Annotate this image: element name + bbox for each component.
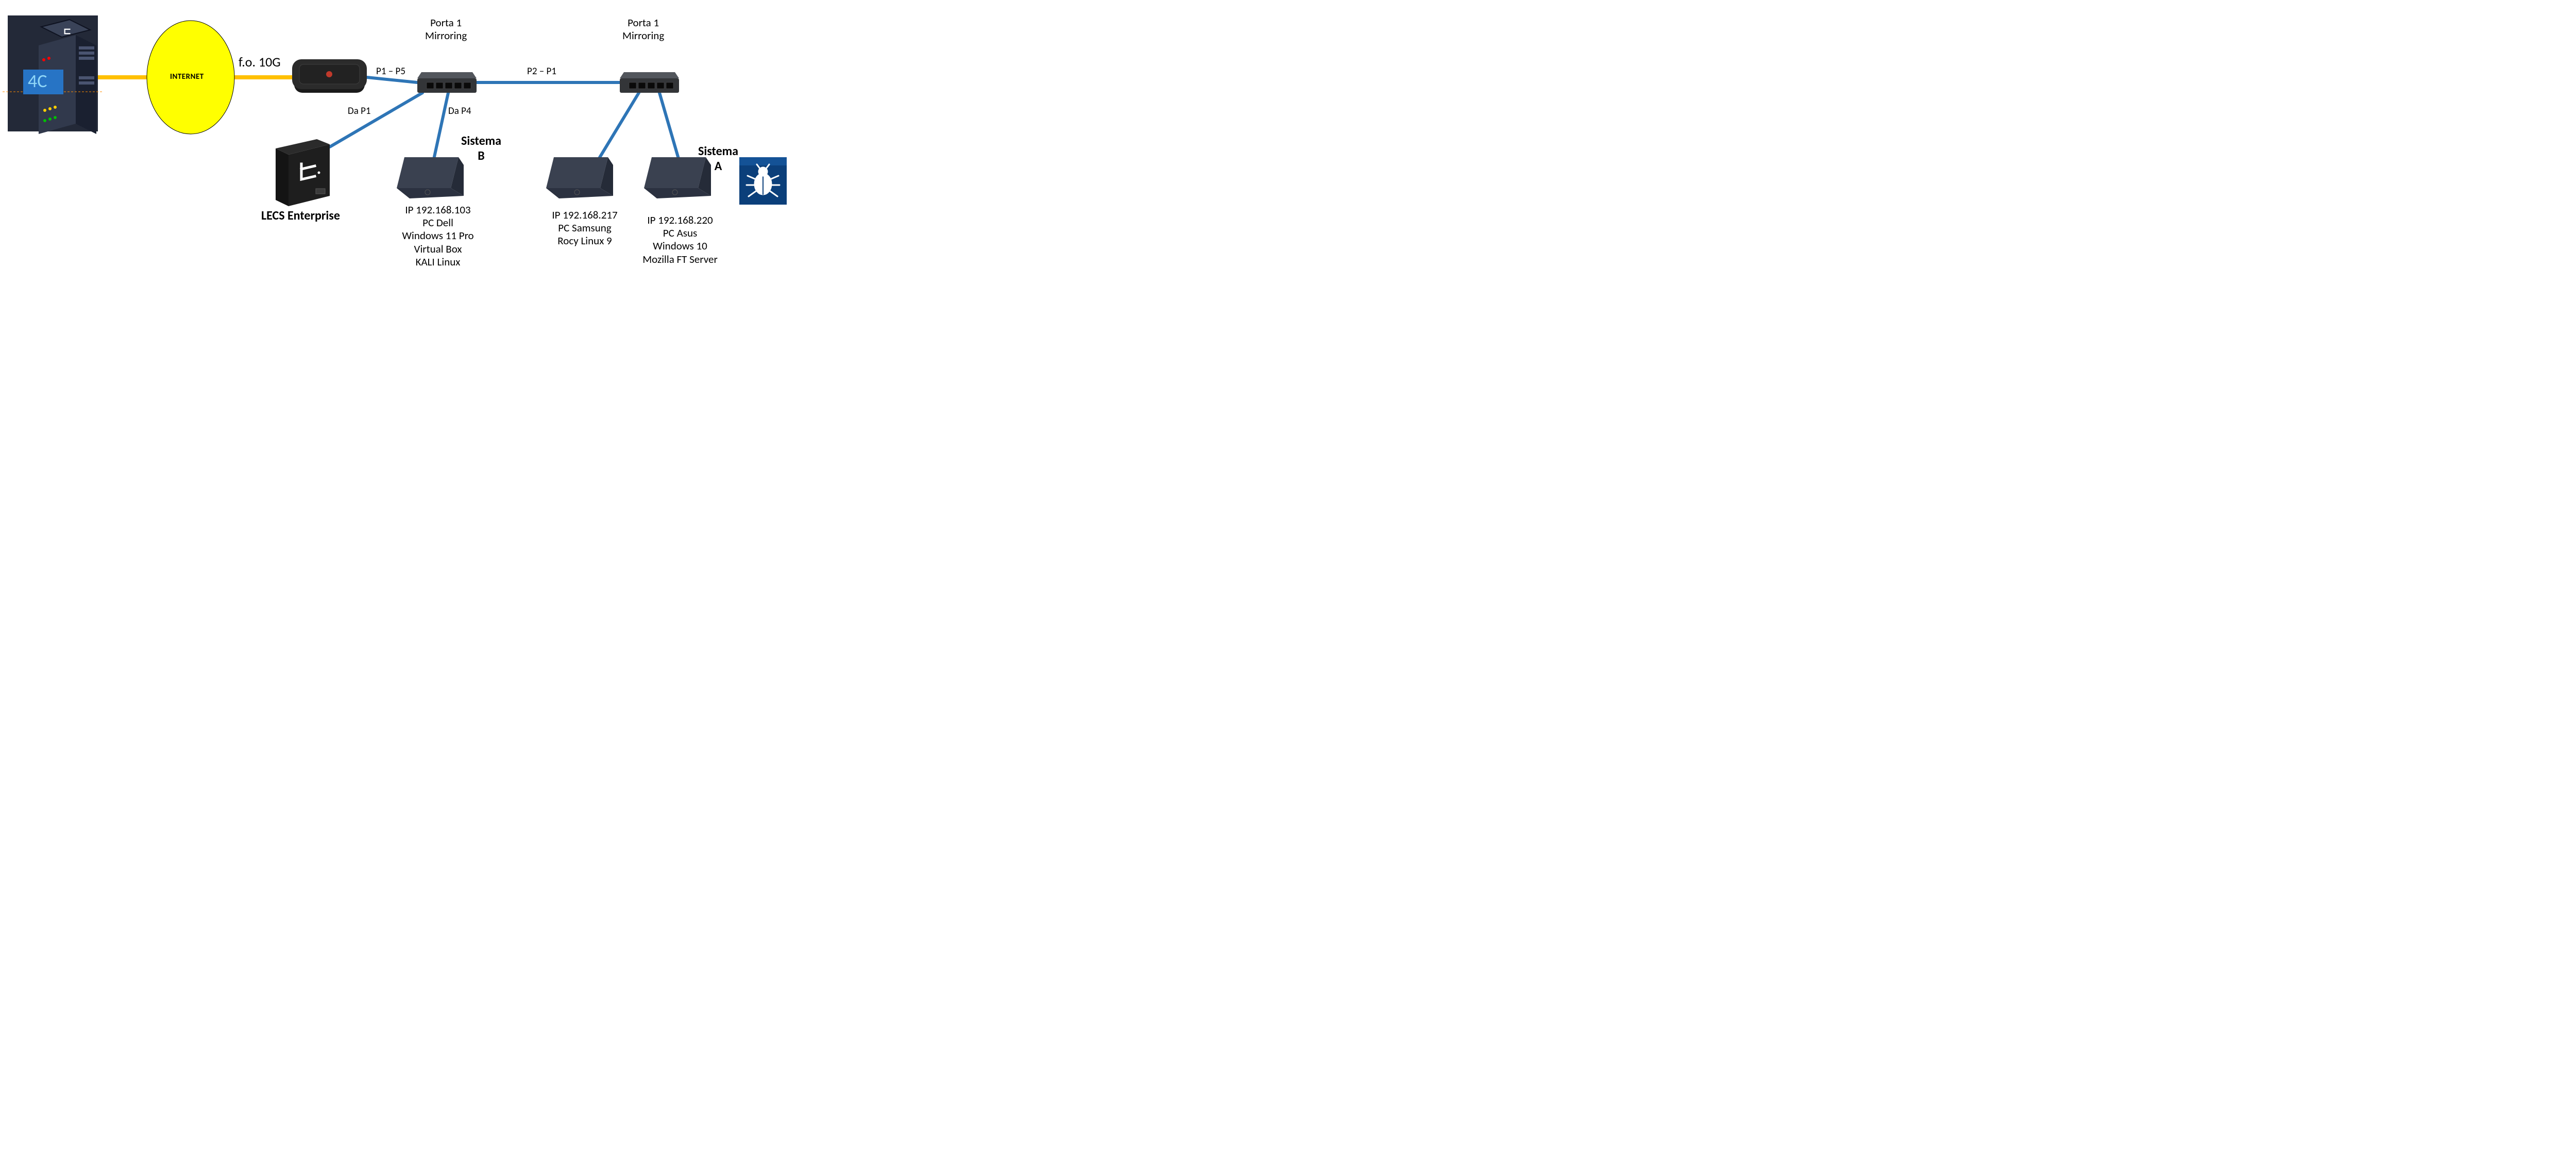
label-da-p4: Da P4 [448,106,471,118]
label-sistema-b: Sistema B [461,134,501,164]
label-da-p1: Da P1 [348,106,371,118]
label-porta1-2: Porta 1 Mirroring [622,16,664,42]
label-pc-a2: IP 192.168.220 PC Asus Windows 10 Mozill… [631,214,729,266]
label-sistema-a: Sistema A [698,144,738,174]
label-pc-a1: IP 192.168.217 PC Samsung Rocy Linux 9 [544,209,626,248]
network-diagram: ⊏ 4C [0,0,788,270]
label-p2p1: P2 – P1 [527,66,556,78]
label-p1p5: P1 – P5 [376,66,405,78]
label-pc-b: IP 192.168.103 PC Dell Windows 11 Pro Vi… [397,204,479,269]
label-porta1-1: Porta 1 Mirroring [425,16,467,42]
label-fo10g: f.o. 10G [239,54,281,70]
